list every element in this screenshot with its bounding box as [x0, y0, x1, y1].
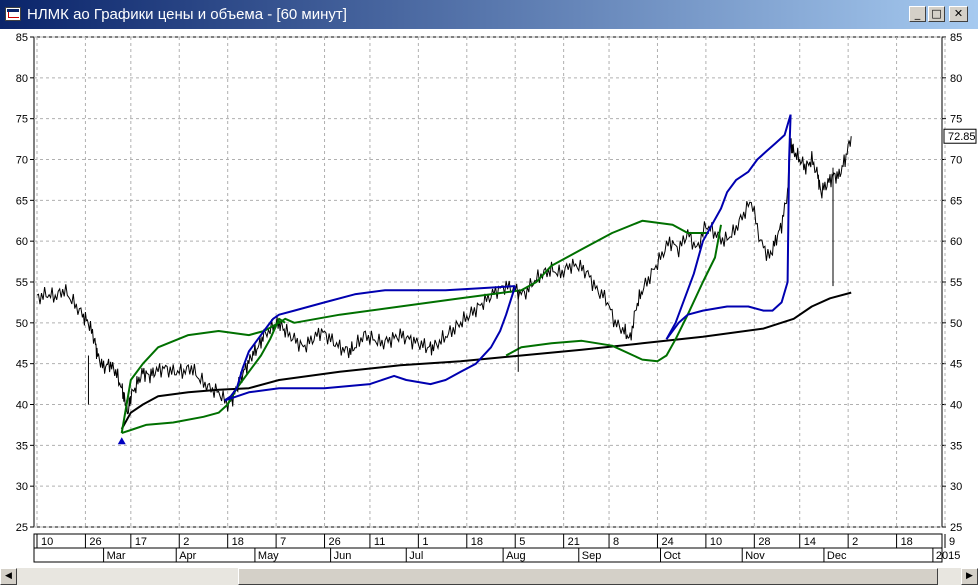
close-button[interactable]: ✕ — [949, 6, 968, 22]
title-bar[interactable]: НЛМК ао Графики цены и объема - [60 мину… — [0, 0, 978, 29]
day-tick-label: 8 — [613, 536, 619, 548]
chart-area[interactable]: 25 25 30 30 35 35 40 40 45 45 50 50 55 55 60 60 65 65 70 70… — [0, 29, 978, 585]
month-tick-label: Jun — [334, 550, 352, 562]
y-tick-label-right: 25 — [950, 522, 962, 534]
signal-marker — [117, 437, 126, 445]
day-tick-label: 9 — [949, 536, 955, 548]
day-tick-label: 14 — [804, 536, 816, 548]
day-tick-label: 21 — [568, 536, 580, 548]
day-tick-label: 5 — [519, 536, 525, 548]
y-tick-label-left: 35 — [16, 440, 28, 452]
y-tick-label-right: 75 — [950, 114, 962, 126]
month-tick-label: 2015 — [936, 550, 960, 562]
month-tick-label: Sep — [582, 550, 602, 562]
series-line-price — [36, 136, 852, 415]
day-tick-label: 11 — [374, 536, 385, 548]
series-line-1 — [120, 291, 852, 430]
series-line-4 — [505, 224, 722, 363]
y-tick-label-right: 50 — [950, 318, 962, 330]
series-line-8 — [665, 114, 792, 340]
series-line-2 — [120, 219, 709, 434]
y-tick-label-left: 25 — [16, 522, 28, 534]
y-tick-label-right: 70 — [950, 155, 962, 167]
month-tick-label: Aug — [506, 550, 526, 562]
series-line-6 — [224, 285, 517, 402]
day-tick-label: 10 — [710, 536, 722, 548]
month-tick-label: Nov — [745, 550, 765, 562]
last-price-box — [943, 128, 977, 144]
day-tick-label: 28 — [758, 536, 770, 548]
day-tick-label: 10 — [41, 536, 53, 548]
y-tick-label-left: 45 — [16, 359, 28, 371]
y-tick-label-left: 40 — [16, 400, 28, 412]
app-icon[interactable] — [5, 7, 21, 21]
y-tick-label-right: 85 — [950, 32, 962, 44]
day-tick-label: 2 — [183, 536, 189, 548]
month-tick-label: Oct — [663, 550, 680, 562]
day-tick-label: 18 — [471, 536, 483, 548]
scroll-right-button[interactable]: ▶ — [961, 568, 978, 585]
day-tick-label: 17 — [135, 536, 147, 548]
scroll-thumb[interactable] — [238, 568, 938, 585]
day-tick-label: 26 — [89, 536, 101, 548]
plot-frame — [33, 36, 943, 528]
month-tick-label: May — [258, 550, 279, 562]
y-tick-label-left: 65 — [16, 195, 28, 207]
y-tick-label-left: 75 — [16, 114, 28, 126]
day-tick-label: 26 — [329, 536, 341, 548]
y-tick-label-left: 60 — [16, 236, 28, 248]
maximize-button[interactable]: □ — [928, 6, 945, 22]
day-tick-label: 7 — [280, 536, 286, 548]
y-tick-label-right: 45 — [950, 359, 962, 371]
day-tick-label: 18 — [232, 536, 244, 548]
window-title: НЛМК ао Графики цены и объема - [60 мину… — [27, 6, 347, 23]
y-tick-label-right: 30 — [950, 481, 962, 493]
day-tick-label: 1 — [422, 536, 428, 548]
month-axis-box — [33, 547, 943, 563]
y-tick-label-left: 30 — [16, 481, 28, 493]
y-tick-label-left: 80 — [16, 73, 28, 85]
series-line-7 — [665, 114, 792, 340]
y-tick-label-left: 85 — [16, 32, 28, 44]
day-tick-label: 18 — [901, 536, 913, 548]
scroll-left-button[interactable]: ◀ — [0, 568, 17, 585]
y-tick-label-right: 35 — [950, 440, 962, 452]
minimize-button[interactable]: _ — [909, 6, 926, 22]
y-tick-label-right: 65 — [950, 195, 962, 207]
y-tick-label-right: 55 — [950, 277, 962, 289]
day-tick-label: 2 — [852, 536, 858, 548]
y-tick-label-left: 55 — [16, 277, 28, 289]
y-tick-label-right: 80 — [950, 73, 962, 85]
y-tick-label-right: 40 — [950, 400, 962, 412]
y-tick-label-left: 70 — [16, 155, 28, 167]
y-tick-label-left: 50 — [16, 318, 28, 330]
month-tick-label: Mar — [107, 550, 126, 562]
day-tick-label: 24 — [661, 536, 673, 548]
last-price-label: 72.85 — [948, 131, 976, 143]
month-tick-label: Jul — [409, 550, 423, 562]
month-tick-label: Dec — [827, 550, 847, 562]
horizontal-scrollbar[interactable]: ◀ ▶ — [0, 568, 978, 585]
series-line-3 — [121, 317, 286, 435]
month-tick-label: Apr — [179, 550, 196, 562]
y-tick-label-right: 60 — [950, 236, 962, 248]
series-line-5 — [224, 285, 516, 402]
